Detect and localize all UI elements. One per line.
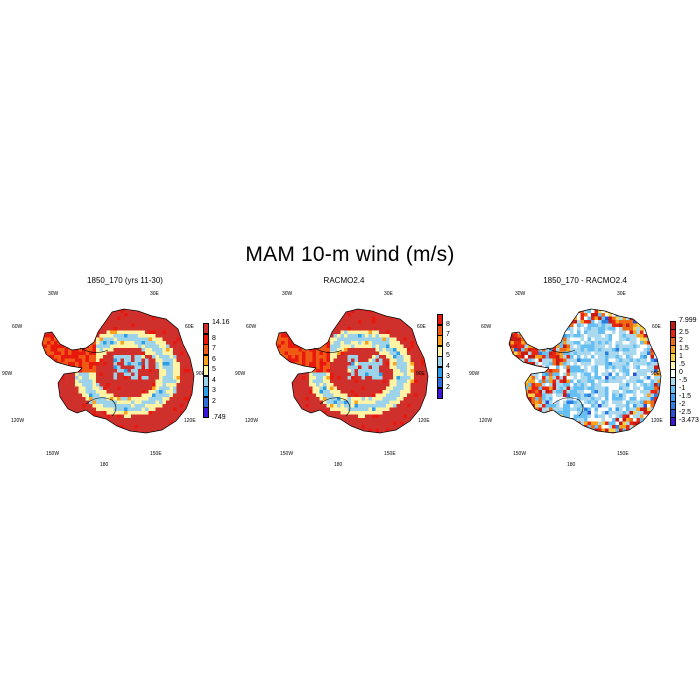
colorbar-label: 14.16 [212,319,230,326]
lon-label: 150E [617,451,629,457]
lon-label: 60E [185,324,194,330]
antarctica-map [275,308,429,434]
panel-title: RACMO2.4 [323,276,365,285]
lon-label: 30W [282,291,293,297]
colorbar-label: 8 [212,334,216,342]
colorbar-label: -2 [679,401,686,408]
lon-label: 120E [418,418,430,424]
colorbar-label: 1.5 [679,345,689,352]
colorbar-swatch [203,333,209,345]
lon-label: 60W [481,324,492,330]
colorbar-swatch [203,344,209,356]
colorbar-swatch [437,356,443,368]
lon-label: 120W [479,418,493,424]
antarctica-map [41,308,195,434]
lon-label: 90W [235,371,246,377]
colorbar-label: 3 [212,387,216,395]
colorbar-label: -2.5 [679,409,692,416]
ice-shelf-line [546,347,584,417]
colorbar-label: 6 [212,355,216,363]
lon-label: 30W [515,291,526,297]
colorbar-label: 6 [446,341,450,349]
lon-label: 120W [11,418,25,424]
map-panel-1: 1850_170 (yrs 11-30) 30W 30E 60W 60E 90W… [2,276,250,468]
colorbar-label: 0 [679,369,683,376]
colorbar-swatch [437,345,443,357]
colorbar-swatch [203,396,209,408]
colorbar-label: 7.999 [679,317,697,324]
lon-label: 90E [651,371,660,377]
lon-label: 30E [384,291,393,297]
coastline [41,308,195,434]
lon-label: 60W [246,324,257,330]
lon-label: 90W [469,371,480,377]
ice-shelf-line [313,347,351,417]
colorbar-label: 2.5 [679,329,689,336]
colorbar-label: 2 [446,383,450,391]
colorbar-label: 3 [446,373,450,380]
wind-field [509,309,661,433]
lon-label: 150E [384,451,396,457]
coastline [508,308,662,434]
colorbar-label: 7 [212,345,216,353]
antarctica-map [508,308,662,434]
colorbar-label: 5 [212,366,216,374]
map-panel-2: RACMO2.4 30W 30E 60W 60E 90W 90E 120W 12… [235,276,484,468]
panel-title: 1850_170 (yrs 11-30) [87,276,163,285]
wind-field [276,309,428,433]
colorbar-swatch [203,407,209,419]
coastline [275,308,429,434]
colorbar-label: -3.473 [679,417,699,424]
colorbar-label: 2 [212,397,216,405]
colorbar-swatch [437,377,443,389]
colorbar-swatch [437,387,443,399]
lon-label: 30E [617,291,626,297]
lon-label: 90W [2,371,13,377]
colorbar-label: 5 [446,352,450,359]
colorbar-label: 8 [446,320,450,328]
colorbar-swatch [437,324,443,336]
lon-label: 30W [48,291,59,297]
lon-label: 60E [417,324,426,330]
colorbar-label: 7 [446,331,450,338]
colorbar-swatch [203,375,209,387]
figure-title: MAM 10-m wind (m/s) [245,243,455,266]
lon-label: 150E [150,451,162,457]
map-panel-3: 1850_170 - RACMO2.4 30W 30E 60W 60E 90W … [469,276,700,468]
lon-label: 120E [184,418,196,424]
colorbar-swatch [437,335,443,347]
lon-label: 180 [100,462,109,468]
lon-label: 120E [651,418,663,424]
colorbar-label: .5 [679,361,685,368]
colorbar-swatch [437,314,443,326]
colorbar-label: 2 [679,337,683,344]
colorbar-label: 4 [446,362,450,370]
colorbar-swatch [203,354,209,366]
lon-label: 180 [567,462,576,468]
colorbar-label: 4 [212,376,216,384]
lon-label: 60E [652,324,661,330]
lon-label: 30E [150,291,159,297]
lon-label: 150W [280,451,294,457]
colorbar-swatch [203,365,209,377]
colorbar-label: -1.5 [679,393,692,400]
lon-label: 150W [513,451,527,457]
colorbar-label: -1 [679,385,686,392]
lon-label: 90E [196,371,205,377]
lon-label: 90E [416,371,425,377]
colorbar-swatch [437,366,443,378]
wind-field [42,309,194,433]
lon-label: 120W [245,418,259,424]
panel-title: 1850_170 - RACMO2.4 [543,276,627,285]
colorbar-swatch [203,386,209,398]
colorbar-label: 1 [679,353,683,360]
colorbar-swatch [670,417,676,426]
colorbar-swatch [203,323,209,335]
lon-label: 60W [12,324,23,330]
colorbar-label: -.5 [679,377,688,384]
colorbar-label: .749 [212,413,226,421]
lon-label: 150W [46,451,60,457]
ice-shelf-line [79,347,117,417]
lon-label: 180 [334,462,343,468]
